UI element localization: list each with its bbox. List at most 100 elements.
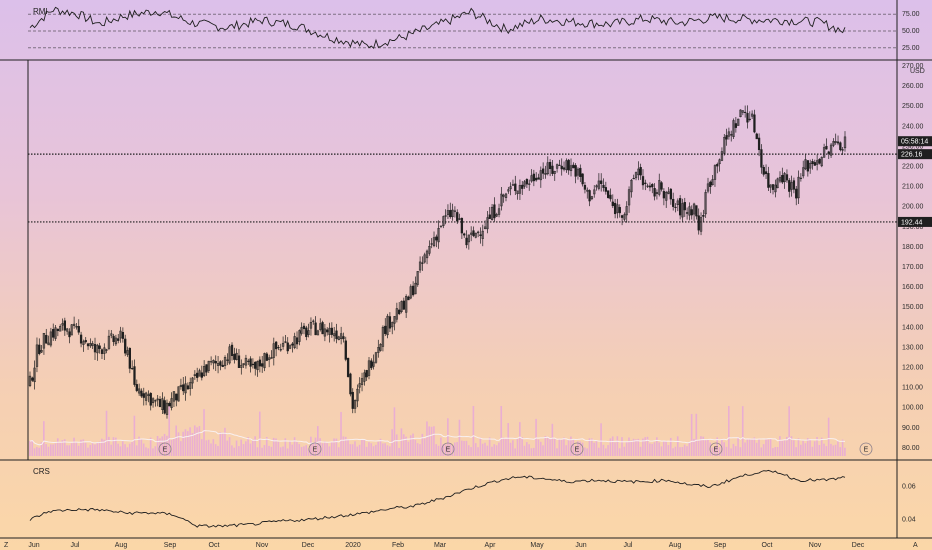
volume-bar: [89, 444, 92, 456]
candle-body: [395, 308, 399, 320]
candle-body: [792, 180, 796, 190]
volume-bar: [532, 447, 535, 456]
volume-bar: [600, 423, 602, 456]
price-tick-label: 230.00: [902, 143, 924, 150]
candle-body: [425, 250, 429, 259]
volume-bar: [203, 409, 205, 456]
volume-bar: [282, 446, 284, 456]
candle-body: [184, 383, 187, 394]
volume-bar: [512, 440, 514, 456]
x-tick-label: Dec: [852, 542, 865, 549]
volume-bar: [776, 447, 779, 456]
volume-bar: [286, 448, 289, 456]
candle-body: [135, 384, 138, 391]
volume-bar: [268, 445, 270, 456]
candle-body: [170, 398, 173, 408]
x-tick-label: Sep: [714, 542, 727, 549]
candle-body: [235, 352, 238, 360]
candle-body: [407, 296, 410, 301]
volume-bar: [509, 442, 512, 456]
candle-body: [637, 168, 640, 176]
volume-bar: [112, 437, 115, 456]
candle-body: [72, 323, 76, 326]
volume-bar: [783, 440, 786, 456]
candle-body: [342, 336, 345, 340]
candle-body: [254, 361, 257, 369]
rmi-tick-label: 75.00: [902, 11, 920, 18]
candle-body: [96, 344, 99, 354]
volume-bar: [52, 444, 54, 456]
volume-bar: [767, 439, 770, 456]
candle-body: [270, 357, 273, 359]
candle-body: [500, 193, 503, 207]
candle-body: [400, 301, 403, 312]
volume-bar: [632, 438, 635, 456]
candle-body: [460, 217, 464, 234]
volume-bar: [479, 437, 482, 456]
candle-body: [516, 190, 519, 195]
x-tick-label: Feb: [392, 542, 404, 549]
volume-bar: [844, 447, 846, 456]
volume-bar: [630, 440, 633, 456]
volume-bar: [205, 440, 208, 456]
volume-bar: [832, 445, 835, 456]
x-tick-label: Jul: [624, 542, 633, 549]
price-tick-label: 80.00: [902, 445, 920, 452]
volume-bar: [665, 441, 667, 456]
volume-bar: [790, 436, 793, 456]
candle-body: [632, 178, 635, 180]
candle-body: [179, 384, 183, 388]
volume-bar: [806, 438, 809, 456]
candle-body: [588, 190, 591, 202]
volume-bar: [704, 439, 707, 456]
x-tick-label: 2020: [345, 542, 361, 549]
volume-bar: [108, 436, 110, 456]
candle-body: [302, 325, 306, 330]
volume-bar: [495, 445, 498, 456]
candle-body: [319, 323, 322, 330]
volume-bar: [133, 415, 136, 456]
candle-body: [704, 192, 707, 215]
candle-body: [277, 347, 280, 349]
candle-body: [644, 182, 647, 184]
candle-body: [42, 332, 46, 349]
candle-body: [665, 192, 668, 201]
candle-body: [93, 344, 97, 353]
volume-bar: [407, 441, 410, 456]
volume-bar: [690, 413, 693, 456]
volume-bar: [498, 442, 500, 456]
volume-bar: [386, 445, 389, 456]
candle-body: [604, 187, 607, 192]
candle-body: [384, 325, 387, 334]
event-marker: [570, 442, 584, 456]
volume-bar: [145, 447, 147, 456]
volume-bar: [653, 442, 656, 456]
volume-bar: [746, 438, 749, 456]
candle-body: [470, 232, 473, 235]
volume-bar: [361, 439, 363, 456]
volume-bar: [769, 438, 772, 456]
volume-bar: [56, 438, 59, 456]
volume-bar: [94, 444, 96, 456]
volume-bar: [558, 438, 561, 456]
volume-bar: [535, 418, 537, 456]
volume-bar: [456, 442, 458, 456]
volume-bar: [63, 439, 66, 456]
volume-bar: [437, 445, 440, 456]
volume-bar: [303, 446, 305, 456]
volume-bar: [147, 448, 150, 456]
candle-body: [727, 131, 731, 137]
volume-bar: [291, 444, 294, 456]
candle-body: [490, 206, 494, 220]
candle-body: [182, 384, 185, 392]
volume-bar: [314, 437, 317, 456]
candle-body: [89, 343, 92, 347]
volume-bar: [149, 437, 152, 456]
candle-body: [112, 335, 115, 342]
crs-tick-label: 0.06: [902, 484, 916, 491]
volume-bar: [214, 444, 217, 456]
volume-bar: [799, 444, 802, 456]
candle-body: [781, 175, 784, 183]
